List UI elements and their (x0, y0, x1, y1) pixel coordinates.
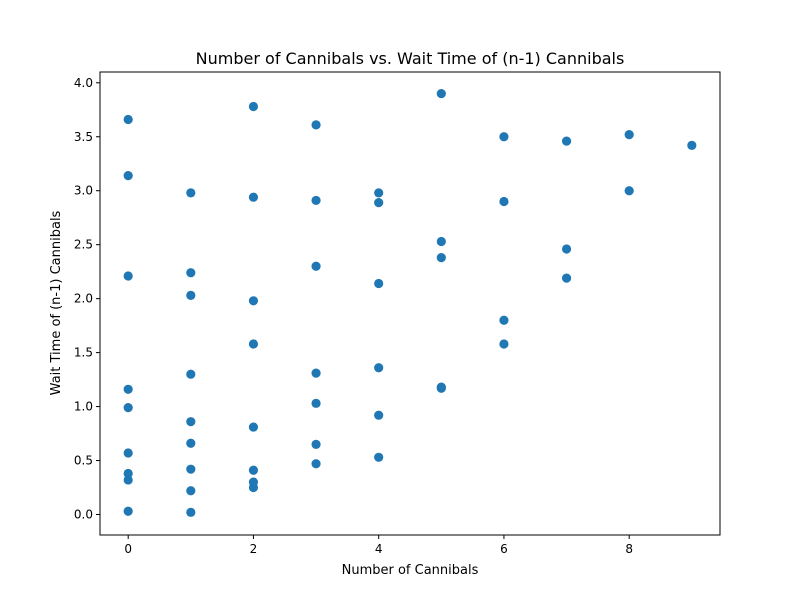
scatter-point (624, 186, 634, 196)
scatter-point (311, 459, 321, 469)
scatter-point (248, 192, 259, 202)
scatter-point (186, 438, 196, 448)
scatter-point (561, 244, 572, 254)
y-tick-label: 2.5 (74, 238, 93, 252)
scatter-point (123, 171, 133, 181)
scatter-point (186, 486, 196, 496)
scatter-point (311, 120, 321, 130)
scatter-point (624, 129, 634, 140)
scatter-point (248, 339, 259, 349)
scatter-point (311, 398, 321, 408)
scatter-point (436, 383, 446, 393)
scatter-point (374, 278, 384, 289)
scatter-point (499, 196, 509, 207)
scatter-point (374, 188, 384, 198)
scatter-point (311, 261, 321, 271)
scatter-point (311, 439, 321, 449)
x-axis-ticks: 0 2 4 6 8 (124, 535, 633, 556)
scatter-point (499, 315, 509, 325)
scatter-point (123, 448, 133, 458)
scatter-point (311, 368, 321, 378)
scatter-point (186, 464, 196, 474)
x-tick-label: 8 (625, 542, 633, 556)
scatter-point (248, 296, 259, 306)
scatter-point (123, 506, 133, 516)
scatter-point (123, 475, 133, 485)
scatter-point (123, 403, 133, 413)
scatter-point (186, 507, 196, 517)
scatter-point (436, 88, 446, 99)
scatter-point (687, 140, 697, 150)
scatter-point (311, 195, 321, 206)
x-tick-label: 6 (500, 542, 508, 556)
y-tick-label: 2.0 (74, 292, 93, 306)
scatter-point (186, 268, 196, 278)
x-tick-label: 2 (250, 542, 258, 556)
scatter-point (186, 417, 196, 427)
scatter-point (499, 132, 509, 142)
scatter-point (436, 236, 446, 247)
scatter-point (561, 136, 572, 146)
scatter-point (123, 384, 133, 394)
y-axis-ticks: 0.0 0.5 1.0 1.5 2.0 2.5 3.0 3.5 4.0 (74, 76, 100, 521)
scatter-point (248, 101, 259, 112)
x-axis-label: Number of Cannibals (342, 563, 479, 578)
scatter-point (374, 197, 384, 208)
scatter-point (561, 273, 572, 283)
y-axis-label: Wait Time of (n-1) Cannibals (49, 210, 64, 395)
chart-title: Number of Cannibals vs. Wait Time of (n-… (196, 49, 625, 68)
scatter-point (374, 363, 384, 373)
y-tick-label: 1.5 (74, 346, 93, 360)
scatter-point (436, 253, 446, 263)
scatter-point (499, 339, 509, 349)
scatter-point (123, 271, 133, 281)
y-tick-label: 3.5 (74, 130, 93, 144)
y-tick-label: 4.0 (74, 76, 93, 90)
scatter-point (186, 290, 196, 301)
scatter-point (374, 410, 384, 420)
scatter-point (123, 468, 133, 479)
y-tick-label: 0.0 (74, 507, 93, 521)
scatter-markers (123, 88, 697, 517)
scatter-point (248, 465, 259, 475)
y-tick-label: 1.0 (74, 400, 93, 414)
scatter-point (123, 114, 133, 125)
scatter-point (248, 422, 259, 432)
x-tick-label: 4 (375, 542, 383, 556)
plot-frame (99, 71, 721, 536)
scatter-point (186, 188, 196, 198)
scatter-point (248, 482, 259, 493)
scatter-point (186, 369, 196, 379)
scatter-point (374, 452, 384, 462)
x-tick-label: 0 (124, 542, 132, 556)
y-tick-label: 0.5 (74, 454, 93, 468)
y-tick-label: 3.0 (74, 184, 93, 198)
